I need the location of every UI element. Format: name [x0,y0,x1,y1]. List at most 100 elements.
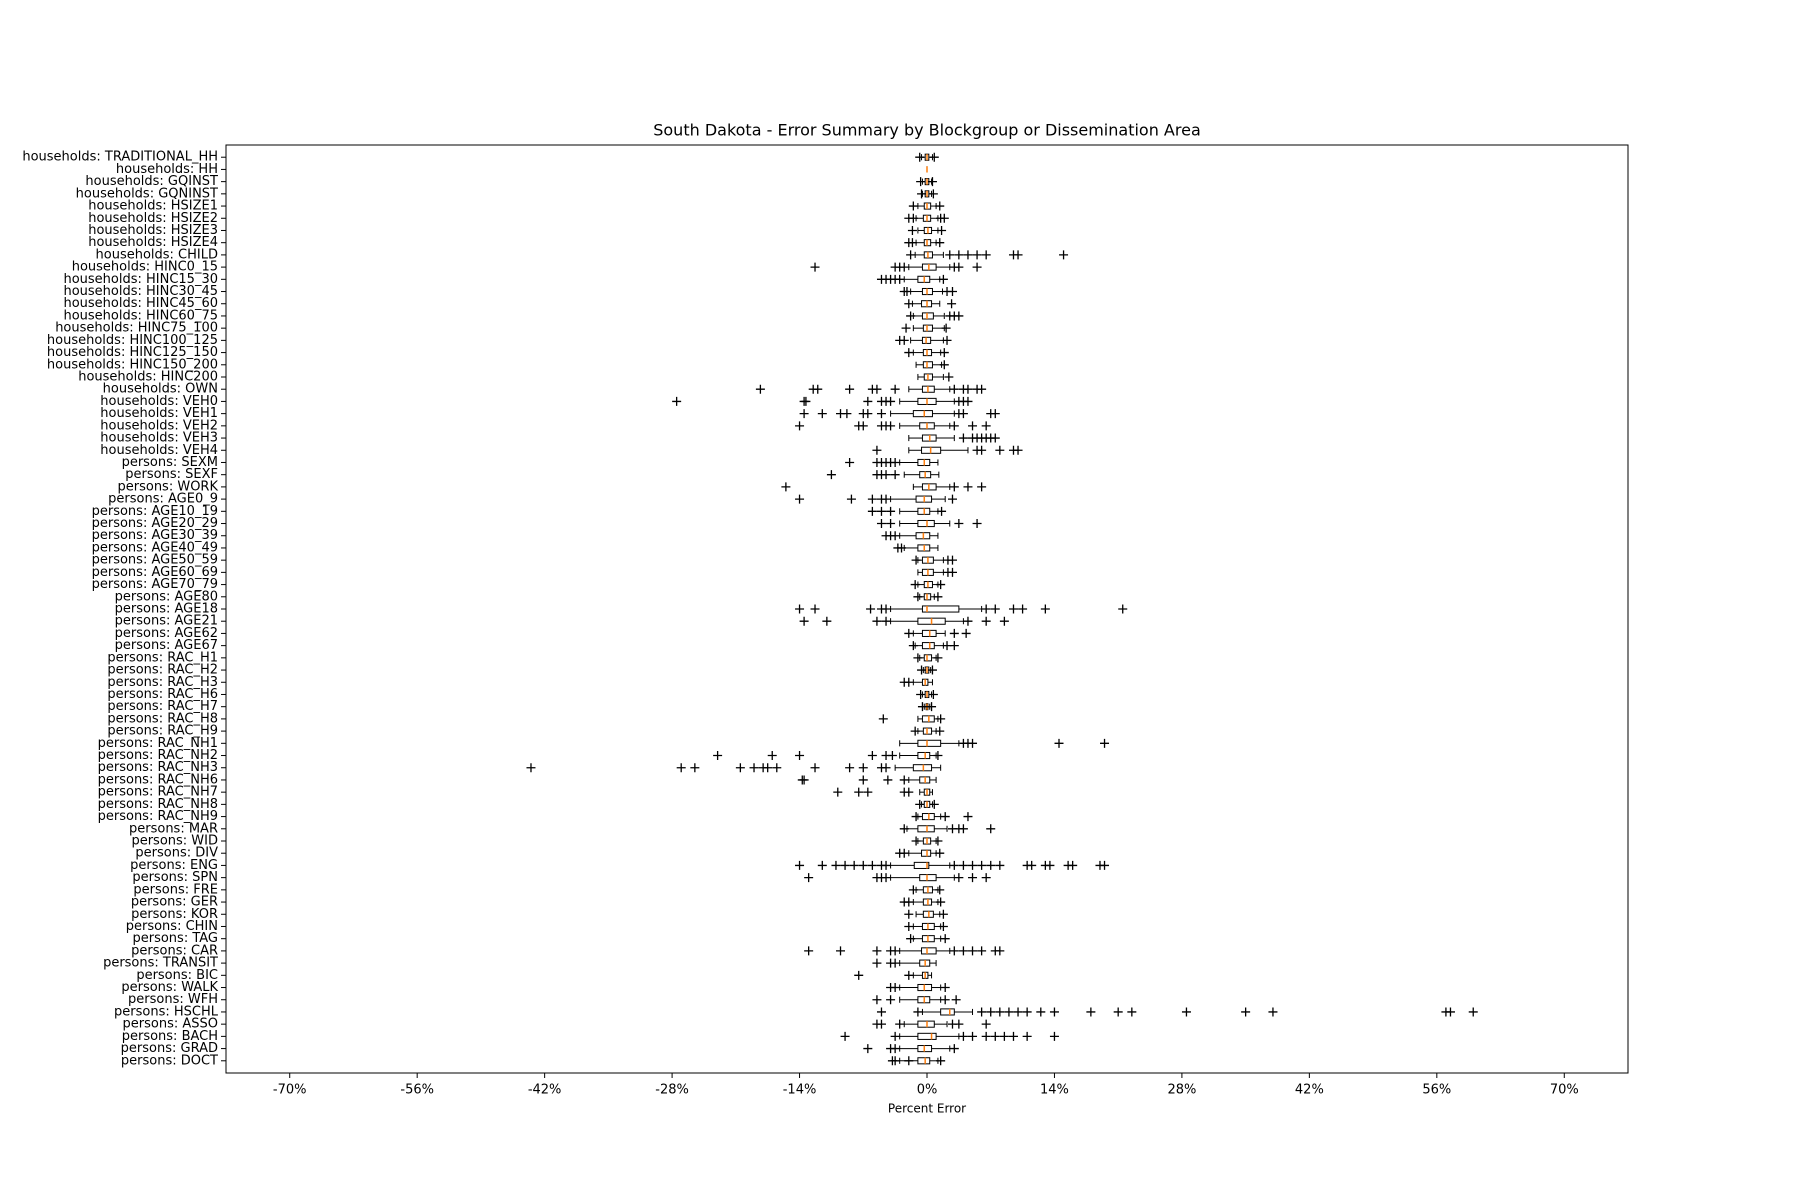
outlier [672,396,682,406]
outlier [963,482,973,492]
outlier [890,1044,900,1054]
outlier [1241,1007,1251,1017]
outlier [1054,738,1064,748]
outlier [872,384,882,394]
outlier [858,775,868,785]
y-tick-label: persons: ASSO [123,1017,218,1032]
outlier [872,995,882,1005]
outlier [906,934,916,944]
outlier [866,604,876,614]
outlier [822,616,832,626]
outlier [1118,604,1128,614]
y-tick-label: persons: RAC_NH1 [98,736,218,751]
outlier [954,873,964,883]
box [921,312,934,320]
y-tick-label: households: HH [116,162,218,177]
outlier [1013,250,1023,260]
outlier [977,860,987,870]
outlier [1022,1031,1032,1041]
y-tick-label: persons: RAC_H6 [107,687,218,702]
outlier [936,1056,946,1066]
outlier [867,860,877,870]
outlier [949,1044,959,1054]
x-tick-label: 70% [1550,1083,1579,1098]
outlier [999,1031,1009,1041]
outlier [940,812,950,822]
outlier [958,433,968,443]
outlier [958,860,968,870]
box [922,361,933,369]
y-tick-label: persons: BACH [122,1029,218,1044]
y-tick-label: persons: BIC [136,968,218,983]
box [923,654,933,662]
outlier [887,751,897,761]
outlier [842,409,852,419]
y-tick-label: persons: DOCT [121,1053,218,1068]
outlier [899,824,909,834]
outlier [895,1019,905,1029]
outlier [935,885,945,895]
outlier [908,641,918,651]
y-tick-label: persons: FRE [133,882,218,897]
outlier [940,934,950,944]
outlier [886,506,896,516]
outlier [990,604,1000,614]
y-tick-label: households: CHILD [96,247,218,262]
outlier [1181,1007,1191,1017]
y-tick-label: persons: MAR [129,821,218,836]
outlier [1049,1031,1059,1041]
outlier [954,519,964,529]
outlier [936,714,946,724]
box [921,605,960,613]
box [912,410,933,418]
outlier [949,421,959,431]
outlier [977,946,987,956]
outlier [1068,860,1078,870]
outlier [927,665,937,675]
outlier [526,763,536,773]
outlier [840,860,850,870]
outlier [863,409,873,419]
outlier [940,983,950,993]
y-tick-label: households: HSIZE2 [88,211,218,226]
outlier [928,189,938,199]
outlier [981,1031,991,1041]
y-tick-label: households: HINC45_60 [63,296,218,311]
outlier [939,348,949,358]
box [922,324,933,332]
box [917,825,935,833]
outlier [813,384,823,394]
outlier [947,555,957,565]
box [917,1057,931,1065]
outlier [961,628,971,638]
outlier [963,250,973,260]
outlier [927,177,937,187]
x-tick-label: 14% [1040,1083,1069,1098]
outlier [977,384,987,394]
outlier [916,689,926,699]
outlier [867,494,877,504]
y-tick-label: persons: DIV [135,846,218,861]
outlier [968,860,978,870]
outlier [881,616,891,626]
outlier [949,482,959,492]
box [921,642,935,650]
outlier [858,763,868,773]
outlier [804,873,814,883]
outlier [940,995,950,1005]
y-tick-label: persons: RAC_NH6 [98,772,218,787]
outlier [904,1056,914,1066]
outlier [907,238,917,248]
outlier [867,751,877,761]
outlier [901,323,911,333]
outlier [1468,1007,1478,1017]
outlier [968,1031,978,1041]
outlier [886,519,896,529]
outlier [949,946,959,956]
outlier [1022,1007,1032,1017]
outlier [947,287,957,297]
outlier [767,751,777,761]
outlier [968,946,978,956]
outlier [963,812,973,822]
